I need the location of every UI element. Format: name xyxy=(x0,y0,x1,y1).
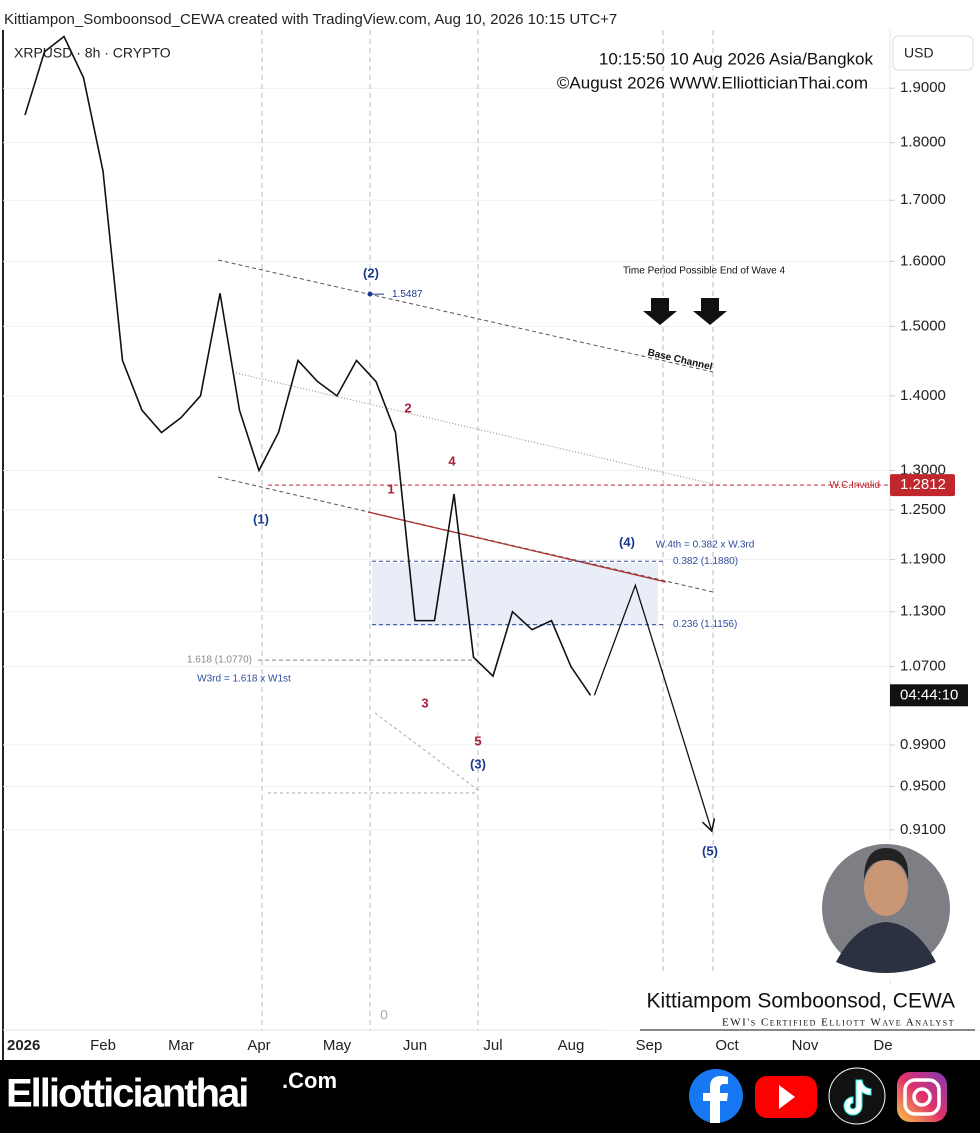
y-tick-label: 1.1300 xyxy=(900,603,946,620)
instagram-lens xyxy=(912,1087,932,1107)
author-name: Kittiampom Somboonsod, CEWA xyxy=(646,990,955,1013)
x-tick-label: Oct xyxy=(715,1037,739,1054)
wave-label: 1 xyxy=(387,481,394,496)
x-tick-label: 2026 xyxy=(7,1037,40,1054)
y-tick-label: 1.8000 xyxy=(900,134,946,151)
footer-brand: Elliotticianthai xyxy=(6,1072,247,1116)
wave-label: (2) xyxy=(363,265,379,280)
footer-suffix: .Com xyxy=(282,1068,337,1093)
y-tick-label: 0.9500 xyxy=(900,777,946,794)
symbol: XRPUSD · 8h · CRYPTO xyxy=(14,45,171,61)
x-tick-label: Apr xyxy=(247,1037,270,1054)
avatar-hair xyxy=(864,848,909,880)
instagram-icon[interactable] xyxy=(897,1072,947,1122)
x-tick-label: Jul xyxy=(483,1037,502,1054)
social-icons xyxy=(689,1067,947,1125)
x-tick-label: Feb xyxy=(90,1037,116,1054)
wave-label: (1) xyxy=(253,511,269,526)
currency-box[interactable] xyxy=(892,35,974,71)
instagram-glyph xyxy=(903,1078,941,1116)
x-tick-label: Aug xyxy=(558,1037,585,1054)
wave2-dot xyxy=(367,291,373,297)
avatar-suit xyxy=(836,922,936,973)
fib-zone xyxy=(372,563,658,626)
copyright: ©August 2026 WWW.ElliotticianThai.com xyxy=(557,73,868,92)
down-arrow xyxy=(693,298,727,325)
down-arrow xyxy=(643,298,677,325)
y-tick-label: 1.9000 xyxy=(900,79,946,96)
y-tick-label: 0.9100 xyxy=(900,821,946,838)
x-tick-label: May xyxy=(323,1037,352,1054)
avatar-face xyxy=(864,860,908,916)
annotation: W.4th = 0.382 x W.3rd xyxy=(656,540,755,551)
y-tick-label: 1.4000 xyxy=(900,387,946,404)
wave-label: (4) xyxy=(619,534,635,549)
projection-line xyxy=(593,583,711,830)
wave-label: (5) xyxy=(702,843,718,858)
level-label: 0.236 (1.1156) xyxy=(673,619,737,630)
pane-scale: 0 xyxy=(380,1007,388,1023)
wave2-price: 1.5487 xyxy=(392,289,423,300)
wave-label: (3) xyxy=(470,756,486,771)
price-box-label: 1.2812 xyxy=(900,476,946,493)
y-tick-label: 0.9900 xyxy=(900,736,946,753)
wave-trendline xyxy=(367,511,667,583)
wave-label: 3 xyxy=(421,695,428,710)
y-tick-label: 1.5000 xyxy=(900,317,946,334)
author-title: EWI's Certified Elliott Wave Analyst xyxy=(722,1017,955,1029)
y-tick-label: 1.1900 xyxy=(900,551,946,568)
author-panel xyxy=(603,985,980,1030)
wave-label: 2 xyxy=(404,400,411,415)
x-tick-label: Jun xyxy=(403,1037,427,1054)
x-tick-label: Sep xyxy=(636,1037,663,1054)
tiktok-glyph xyxy=(843,1079,872,1116)
countdown: 04:44:10 xyxy=(900,686,958,703)
countdown-box xyxy=(890,684,968,707)
y-tick-label: 1.6000 xyxy=(900,252,946,269)
level-label: 1.618 (1.0770) xyxy=(187,655,252,666)
level-label: 0.382 (1.1880) xyxy=(673,556,738,567)
base-channel-upper xyxy=(217,259,714,373)
facebook-glyph xyxy=(703,1076,728,1123)
time-markers xyxy=(261,30,714,1030)
timestamp: 10:15:50 10 Aug 2026 Asia/Bangkok xyxy=(599,49,874,68)
x-tick-label: De xyxy=(873,1037,892,1054)
y-tick-label: 1.2500 xyxy=(900,501,946,518)
price-box xyxy=(890,474,955,497)
channels xyxy=(217,259,714,794)
wave-label: 4 xyxy=(448,453,456,468)
header: Kittiampon_Sombo​onsod_CEWA created with… xyxy=(4,11,617,28)
price-line xyxy=(24,35,592,696)
annotation: Time Period Possible End of Wave 4 xyxy=(623,266,786,277)
x-tick-label: Nov xyxy=(792,1037,819,1054)
wave-label: 5 xyxy=(474,733,481,748)
annotation: W3rd = 1.618 x W1st xyxy=(197,674,291,685)
channel-mid xyxy=(235,372,714,485)
youtube-glyph xyxy=(779,1085,795,1109)
currency: USD xyxy=(904,45,934,61)
level-label: W.C.Invalid xyxy=(829,480,880,491)
x-tick-label: Mar xyxy=(168,1037,194,1054)
y-tick-label: 1.0700 xyxy=(900,658,946,675)
y-tick-label: 1.7000 xyxy=(900,191,946,208)
